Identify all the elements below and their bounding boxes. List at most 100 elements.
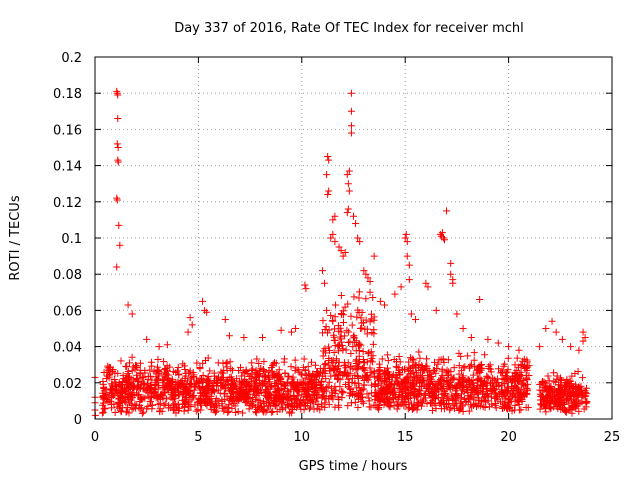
data-point <box>197 395 205 403</box>
data-point <box>341 248 349 256</box>
data-point <box>277 374 285 382</box>
data-point <box>323 171 331 179</box>
x-axis-label: GPS time / hours <box>299 459 408 474</box>
data-point <box>471 363 479 371</box>
data-point <box>311 380 319 388</box>
data-point <box>108 393 116 401</box>
data-point <box>456 375 464 383</box>
data-point <box>385 402 393 410</box>
data-point <box>303 386 311 394</box>
data-point <box>386 389 394 397</box>
data-point <box>232 409 240 417</box>
y-tick-label: 0.18 <box>53 87 82 102</box>
data-point <box>335 243 343 251</box>
data-point <box>347 89 355 97</box>
x-tick-label: 20 <box>500 430 517 445</box>
data-point <box>204 394 212 402</box>
data-point <box>277 326 285 334</box>
data-point <box>192 407 200 415</box>
data-point <box>420 391 428 399</box>
data-point <box>345 187 353 195</box>
data-point <box>338 394 346 402</box>
data-point <box>230 399 238 407</box>
data-point <box>354 306 362 314</box>
data-point <box>570 402 578 410</box>
y-tick-label: 0.14 <box>53 160 82 175</box>
data-point <box>301 281 309 289</box>
data-point <box>360 267 368 275</box>
data-point <box>239 409 247 417</box>
data-point <box>233 375 241 383</box>
data-point <box>407 310 415 318</box>
data-point <box>350 293 358 301</box>
data-point <box>557 393 565 401</box>
data-point <box>375 396 383 404</box>
data-point <box>410 356 418 364</box>
data-point <box>365 348 373 356</box>
data-point <box>310 405 318 413</box>
data-point <box>121 385 129 393</box>
data-point <box>116 382 124 390</box>
data-point <box>327 234 335 242</box>
data-point <box>99 389 107 397</box>
data-point <box>179 390 187 398</box>
data-point <box>470 349 478 357</box>
data-point <box>322 323 330 331</box>
data-point <box>345 167 353 175</box>
data-point <box>277 400 285 408</box>
data-point <box>424 374 432 382</box>
data-point <box>256 399 264 407</box>
data-point <box>412 393 420 401</box>
data-point <box>500 404 508 412</box>
data-point <box>363 325 371 333</box>
data-point <box>180 403 188 411</box>
data-point <box>221 315 229 323</box>
data-point <box>106 363 114 371</box>
data-point <box>223 392 231 400</box>
data-point <box>163 381 171 389</box>
data-point <box>252 409 260 417</box>
data-point <box>114 158 122 166</box>
data-point <box>319 347 327 355</box>
data-point <box>223 358 231 366</box>
data-point <box>502 374 510 382</box>
data-point <box>170 385 178 393</box>
data-point <box>347 107 355 115</box>
data-point <box>99 401 107 409</box>
data-point <box>424 380 432 388</box>
x-tick-label: 10 <box>294 430 311 445</box>
data-point <box>439 234 447 242</box>
data-point <box>212 397 220 405</box>
data-point <box>453 310 461 318</box>
data-point <box>105 370 113 378</box>
data-point <box>280 355 288 363</box>
data-point <box>203 391 211 399</box>
data-point <box>459 325 467 332</box>
data-point <box>523 356 531 364</box>
data-point <box>567 343 575 351</box>
data-point <box>349 343 357 351</box>
data-point <box>402 230 410 238</box>
data-point <box>394 394 402 402</box>
data-point <box>443 403 451 411</box>
data-point <box>325 343 333 351</box>
data-point <box>347 122 355 130</box>
data-point <box>214 373 222 381</box>
data-point <box>334 322 342 330</box>
data-point <box>355 340 363 348</box>
data-point <box>371 380 379 388</box>
data-point <box>344 205 352 213</box>
data-point <box>581 334 589 342</box>
data-point <box>328 393 336 401</box>
data-point <box>187 379 195 387</box>
data-point <box>438 390 446 398</box>
y-tick-label: 0.08 <box>53 268 82 283</box>
data-point <box>113 194 121 202</box>
data-point <box>102 385 110 393</box>
data-point <box>494 339 502 347</box>
data-point <box>125 374 133 382</box>
data-point <box>394 395 402 403</box>
x-tick-label: 15 <box>397 430 414 445</box>
data-point <box>355 393 363 401</box>
data-point <box>342 364 350 372</box>
